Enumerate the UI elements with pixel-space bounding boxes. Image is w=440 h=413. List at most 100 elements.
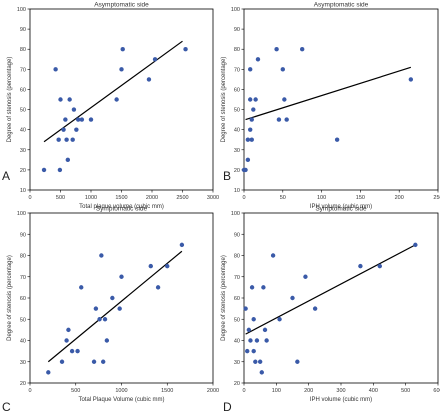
y-tick-label: 90	[234, 232, 240, 238]
y-tick-label: 100	[17, 7, 26, 13]
data-point	[251, 317, 256, 322]
data-point	[71, 107, 77, 112]
chart-title: Symptomatic side	[96, 206, 148, 213]
plot-frame	[243, 212, 439, 384]
y-tick-label: 20	[20, 381, 26, 387]
data-point	[264, 338, 269, 343]
y-tick-label: 20	[20, 168, 26, 174]
x-tick-label: 500	[401, 388, 410, 394]
x-tick-label: 100	[317, 195, 326, 201]
data-point	[152, 57, 158, 62]
y-tick-label: 70	[20, 275, 26, 281]
data-point	[117, 306, 122, 311]
data-point	[276, 117, 282, 122]
x-tick-label: 50	[280, 195, 286, 201]
data-point	[243, 306, 248, 311]
x-axis-label: Total Plaque Volume (cubic mm)	[78, 397, 164, 403]
data-point	[262, 327, 268, 333]
data-point	[101, 359, 106, 364]
data-point	[249, 117, 254, 122]
y-tick-label: 90	[20, 27, 26, 33]
data-point	[377, 263, 382, 269]
y-tick-label: 70	[234, 275, 240, 281]
data-point	[110, 295, 115, 301]
data-point	[413, 242, 418, 248]
y-tick-label: 80	[20, 47, 26, 53]
data-point	[59, 359, 65, 364]
y-tick-label: 20	[234, 381, 240, 387]
data-point	[253, 97, 258, 102]
y-tick-label: 20	[234, 168, 240, 174]
x-axis-label: IPH volume (cubic mm)	[310, 204, 372, 210]
data-point	[248, 67, 253, 72]
x-tick-label: 2000	[207, 388, 219, 394]
regression-line	[47, 250, 183, 363]
data-point	[75, 348, 80, 354]
y-tick-label: 10	[234, 188, 240, 194]
panel-letter: D	[223, 400, 232, 413]
y-axis-label: Degree of stenosis (percentage)	[7, 255, 13, 341]
x-tick-label: 2000	[146, 195, 158, 201]
data-point	[280, 67, 285, 72]
data-point	[249, 285, 255, 290]
data-point	[70, 137, 75, 142]
data-point	[58, 97, 63, 102]
data-point	[69, 348, 75, 354]
data-point	[165, 263, 170, 269]
x-tick-label: 150	[356, 195, 365, 201]
chart-title: Asymptomatic side	[94, 2, 149, 9]
data-point	[75, 117, 81, 122]
data-point	[53, 67, 58, 72]
x-tick-label: 200	[395, 195, 404, 201]
y-tick-label: 40	[234, 128, 240, 134]
data-point	[66, 327, 71, 333]
data-point	[245, 157, 251, 163]
data-point	[64, 338, 69, 343]
y-axis-label: Degree of stenosis (percentage)	[221, 255, 227, 341]
data-point	[261, 285, 266, 290]
data-point	[56, 137, 61, 142]
x-tick-label: 0	[28, 195, 31, 201]
data-point	[270, 253, 276, 258]
y-tick-label: 60	[234, 87, 240, 93]
panel-b: Asymptomatic side 0 50 100 150 200 250 10 20 30 40…	[221, 2, 440, 211]
data-point	[334, 137, 340, 142]
data-point	[79, 117, 85, 122]
data-point	[67, 97, 72, 102]
y-tick-label: 50	[234, 108, 240, 114]
y-tick-label: 100	[231, 7, 240, 13]
x-tick-label: 100	[272, 388, 281, 394]
x-tick-label: 3000	[207, 195, 219, 201]
data-point	[300, 47, 305, 52]
y-axis-label: Degree of stenosis (percentage)	[7, 57, 13, 143]
y-tick-label: 50	[234, 317, 240, 323]
data-point	[246, 327, 252, 333]
x-tick-label: 0	[242, 388, 245, 394]
data-point	[102, 317, 108, 322]
y-tick-label: 40	[20, 339, 26, 345]
data-point	[257, 359, 263, 364]
data-point	[282, 97, 287, 102]
x-tick-label: 2500	[176, 195, 188, 201]
x-axis-label: IPH volume (cubic mm)	[310, 397, 372, 403]
data-point	[65, 157, 71, 163]
data-point	[46, 370, 51, 375]
data-point	[249, 137, 254, 142]
regression-line	[245, 244, 416, 335]
y-tick-label: 40	[234, 339, 240, 345]
panel-letter: B	[223, 169, 231, 183]
y-tick-label: 80	[20, 254, 26, 260]
x-axis-label: Total plaque volume (cubic mm)	[79, 204, 164, 210]
y-tick-label: 30	[234, 360, 240, 366]
y-tick-label: 60	[20, 296, 26, 302]
plot-frame	[243, 8, 439, 191]
data-point	[245, 348, 250, 354]
y-tick-label: 80	[234, 47, 240, 53]
data-point	[41, 167, 47, 173]
y-tick-label: 70	[20, 67, 26, 73]
x-tick-label: 400	[369, 388, 378, 394]
data-point	[74, 127, 79, 132]
data-point	[64, 137, 69, 142]
y-tick-label: 30	[20, 360, 26, 366]
